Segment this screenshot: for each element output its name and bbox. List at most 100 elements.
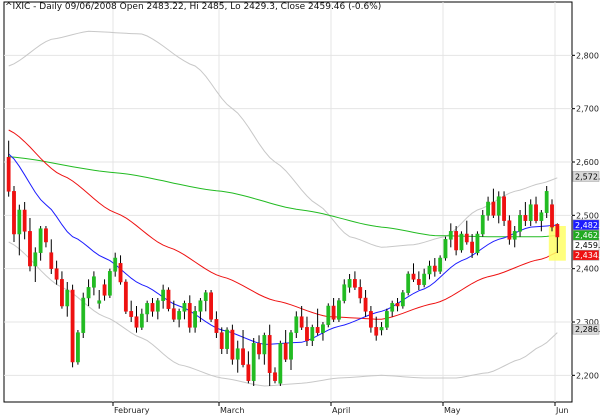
price-tag-label: 2,286.45	[575, 325, 600, 334]
candle	[12, 186, 16, 242]
candle-body	[209, 292, 213, 320]
candle	[177, 308, 182, 328]
x-tick-label: February	[114, 406, 150, 415]
candle	[427, 260, 432, 280]
candle	[44, 226, 48, 248]
candle	[161, 284, 166, 309]
candle-body	[123, 281, 128, 312]
price-tag-box	[572, 219, 600, 231]
candle-body	[358, 287, 363, 299]
candle	[459, 231, 464, 253]
candle	[60, 271, 64, 309]
candle-body	[534, 204, 538, 221]
price-tag: 2,572.93	[572, 171, 600, 182]
candle-body	[22, 209, 27, 232]
candle	[102, 279, 107, 301]
candle	[134, 306, 139, 333]
candle	[539, 210, 544, 232]
candle	[321, 322, 325, 341]
candle	[422, 268, 427, 288]
candle-body	[107, 271, 112, 296]
ema-line	[8, 129, 558, 320]
candle-body	[97, 300, 102, 304]
candle	[432, 258, 437, 277]
candle-body	[518, 215, 522, 232]
candle-body	[203, 292, 208, 301]
candle	[193, 306, 198, 333]
candles	[6, 140, 560, 386]
candle-body	[145, 303, 150, 315]
candle-body	[294, 316, 299, 333]
price-tag-label: 2,572.93	[575, 172, 600, 181]
candle	[475, 231, 480, 256]
candle-body	[374, 327, 379, 336]
candle	[502, 191, 506, 226]
price-tag-label: 2,459.46	[575, 241, 600, 250]
candle-body	[480, 215, 485, 235]
chart-title: ^IXIC - Daily 09/06/2008 Open 2483.22, H…	[5, 2, 381, 12]
candle	[512, 226, 517, 248]
candle-body	[555, 224, 560, 238]
price-tags: 2,572.93 2,482.092,462.752,459.462,434.59…	[572, 171, 600, 335]
candle-body	[44, 228, 48, 243]
candle-body	[353, 279, 357, 288]
candle-body	[28, 231, 32, 267]
candle-body	[321, 324, 325, 333]
candle-body	[150, 303, 155, 312]
candle	[257, 335, 261, 360]
candle	[379, 322, 384, 336]
candle-body	[118, 263, 123, 283]
candle	[33, 247, 38, 282]
candle-body	[49, 252, 54, 269]
candle	[411, 263, 416, 282]
candle-body	[422, 273, 427, 285]
candle	[155, 298, 160, 320]
candle-body	[550, 204, 554, 228]
candle	[273, 367, 277, 384]
candle-body	[368, 311, 373, 328]
price-tag-label: 2,482.09	[575, 221, 600, 230]
price-tag: 2,462.75	[572, 229, 600, 241]
candle	[145, 300, 150, 322]
price-tag: 2,434.59	[572, 249, 600, 261]
candle-body	[214, 319, 219, 333]
candle	[305, 316, 309, 346]
candle	[113, 252, 118, 277]
candle-body	[38, 228, 43, 253]
candle-body	[33, 252, 38, 267]
candle-body	[400, 292, 405, 307]
candle	[76, 330, 80, 365]
candle-body	[342, 284, 347, 301]
candle-body	[262, 335, 267, 355]
candle-body	[427, 265, 432, 275]
candle	[544, 186, 549, 218]
bollinger-lower-line	[8, 241, 558, 387]
x-tick-label: April	[332, 406, 350, 415]
candle-body	[251, 343, 256, 381]
price-tag-label: 2,462.75	[575, 231, 600, 240]
y-tick-label: 2,700	[576, 105, 599, 114]
candle	[118, 255, 123, 285]
candle-body	[507, 220, 512, 240]
candle-body	[219, 332, 224, 349]
x-tick-label: March	[220, 406, 244, 415]
candle	[28, 218, 32, 272]
candle-body	[193, 311, 198, 328]
candle	[310, 324, 315, 346]
candle-body	[12, 191, 16, 235]
candle-body	[470, 241, 475, 253]
candle-body	[198, 300, 203, 312]
candle-body	[161, 289, 166, 301]
candle	[363, 290, 368, 317]
candle	[235, 340, 240, 373]
candle-body	[337, 300, 341, 320]
candle	[523, 202, 528, 226]
candle-body	[235, 348, 240, 360]
candle-body	[395, 303, 400, 307]
candle	[294, 311, 299, 338]
candle-body	[379, 327, 384, 331]
candle-body	[384, 311, 389, 328]
candle	[555, 223, 560, 254]
candle	[331, 298, 336, 322]
